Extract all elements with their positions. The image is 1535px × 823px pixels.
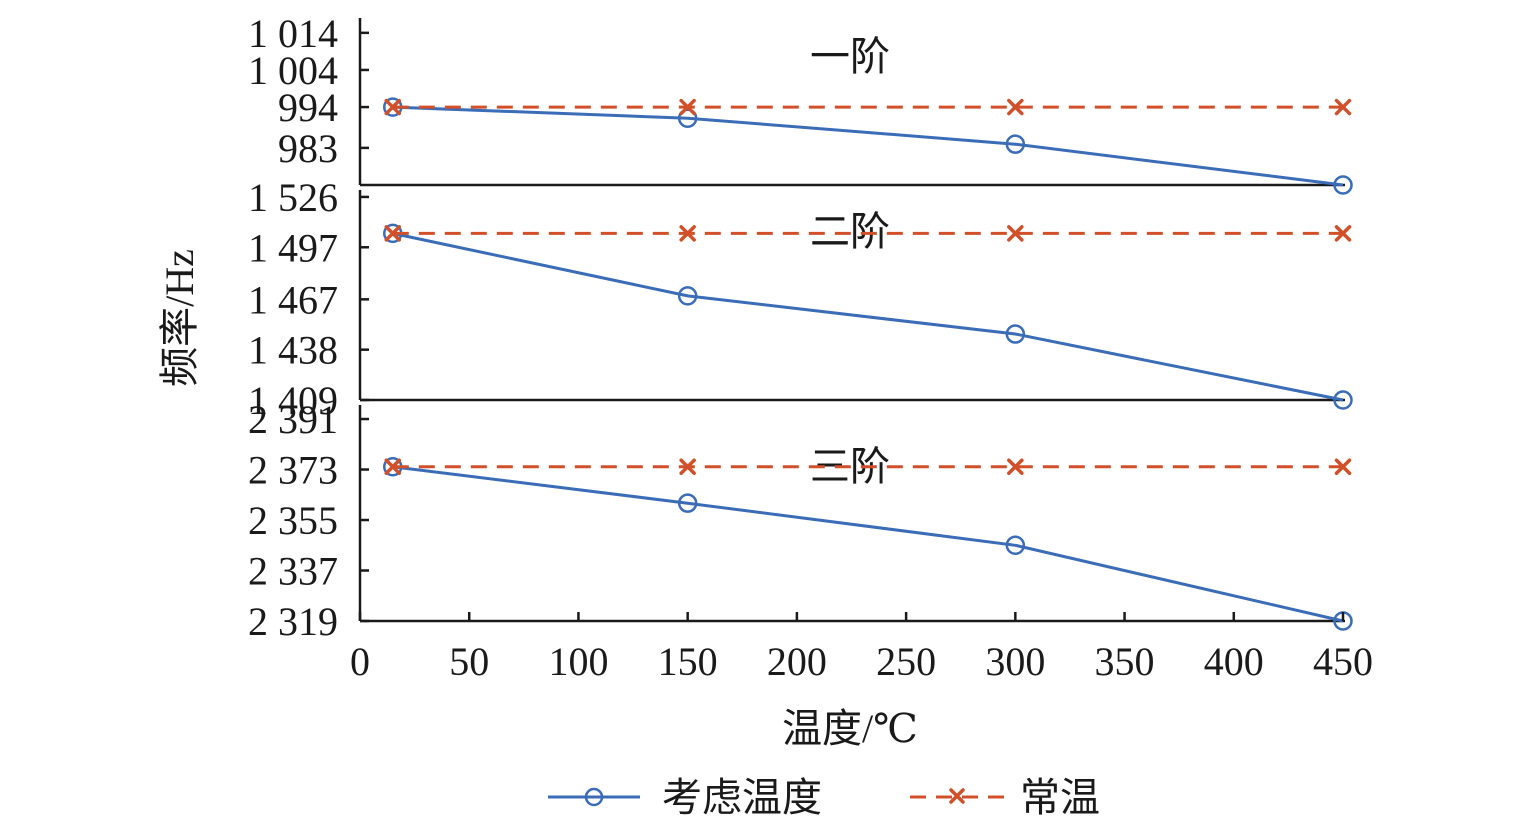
considered-temp-point — [1005, 535, 1026, 556]
x-tick-label: 450 — [1313, 639, 1373, 684]
y-axis-title: 频率/Hz — [157, 249, 202, 387]
y-tick-label: 1 438 — [248, 328, 338, 373]
room-temp-point — [679, 225, 696, 242]
room-temp-point — [1007, 98, 1024, 116]
considered-temp-point — [1333, 390, 1353, 410]
considered-temp-point — [677, 493, 698, 513]
y-tick-label: 994 — [278, 85, 338, 130]
y-tick-label: 1 526 — [248, 175, 338, 220]
legend-marker-cross — [949, 788, 965, 804]
x-tick-label: 400 — [1204, 639, 1264, 684]
considered-temp-point — [1005, 324, 1026, 344]
y-tick-label: 1 004 — [248, 48, 338, 93]
legend-item-room-temperature: 常温 — [910, 775, 1100, 820]
room-temp-point — [1334, 98, 1352, 116]
y-tick-label: 2 337 — [248, 549, 338, 594]
legend-marker-circle — [584, 787, 604, 807]
y-tick-label: 1 467 — [248, 277, 338, 322]
legend-item-considered-temperature: 考虑温度 — [548, 775, 822, 820]
legend-label-room-temperature: 常温 — [1020, 775, 1100, 820]
y-tick-label: 2 319 — [248, 599, 338, 644]
room-temp-point — [1334, 458, 1352, 475]
considered-temp-line-panel-3 — [392, 465, 1344, 623]
x-axis-title: 温度/℃ — [782, 706, 918, 751]
panel-title-1: 一阶 — [810, 34, 890, 79]
y-tick-label: 1 014 — [248, 11, 338, 56]
room-temp-point — [384, 225, 402, 242]
x-tick-label: 250 — [876, 639, 936, 684]
room-temp-point — [679, 98, 696, 116]
considered-temp-point — [677, 286, 698, 306]
considered-temp-line-panel-1 — [392, 105, 1344, 187]
room-temp-point — [1007, 225, 1024, 242]
x-tick-label: 300 — [985, 639, 1045, 684]
y-tick-label: 2 373 — [248, 448, 338, 493]
x-tick-label: 50 — [449, 639, 489, 684]
legend: 考虑温度 常温 — [548, 775, 1100, 820]
considered-temp-line-panel-2 — [392, 231, 1344, 402]
x-tick-label: 150 — [658, 639, 718, 684]
x-axis: 0 50 100 150 200 250 300 350 400 450 — [350, 612, 1373, 684]
room-temp-point — [1007, 458, 1024, 475]
y-tick-label: 983 — [278, 126, 338, 171]
considered-temp-point — [1005, 134, 1026, 154]
legend-label-considered-temperature: 考虑温度 — [662, 775, 822, 820]
room-temp-point — [384, 98, 402, 116]
y-tick-label: 2 355 — [248, 498, 338, 543]
y-tick-label: 1 409 — [248, 378, 338, 423]
room-temp-point — [679, 458, 696, 475]
y-tick-label: 1 497 — [248, 225, 338, 270]
room-temp-point — [384, 458, 402, 475]
x-tick-label: 100 — [548, 639, 608, 684]
panel-2: 1 526 1 497 1 467 1 438 1 409 二阶 — [248, 175, 1353, 423]
room-temp-point — [1334, 225, 1352, 242]
x-tick-label: 350 — [1095, 639, 1155, 684]
considered-temp-point — [677, 108, 698, 128]
x-tick-label: 200 — [767, 639, 827, 684]
panel-title-2: 二阶 — [810, 209, 890, 254]
y-tick-label: 2 391 — [248, 397, 338, 442]
considered-temp-point — [1333, 175, 1353, 195]
x-tick-label: 0 — [350, 639, 370, 684]
